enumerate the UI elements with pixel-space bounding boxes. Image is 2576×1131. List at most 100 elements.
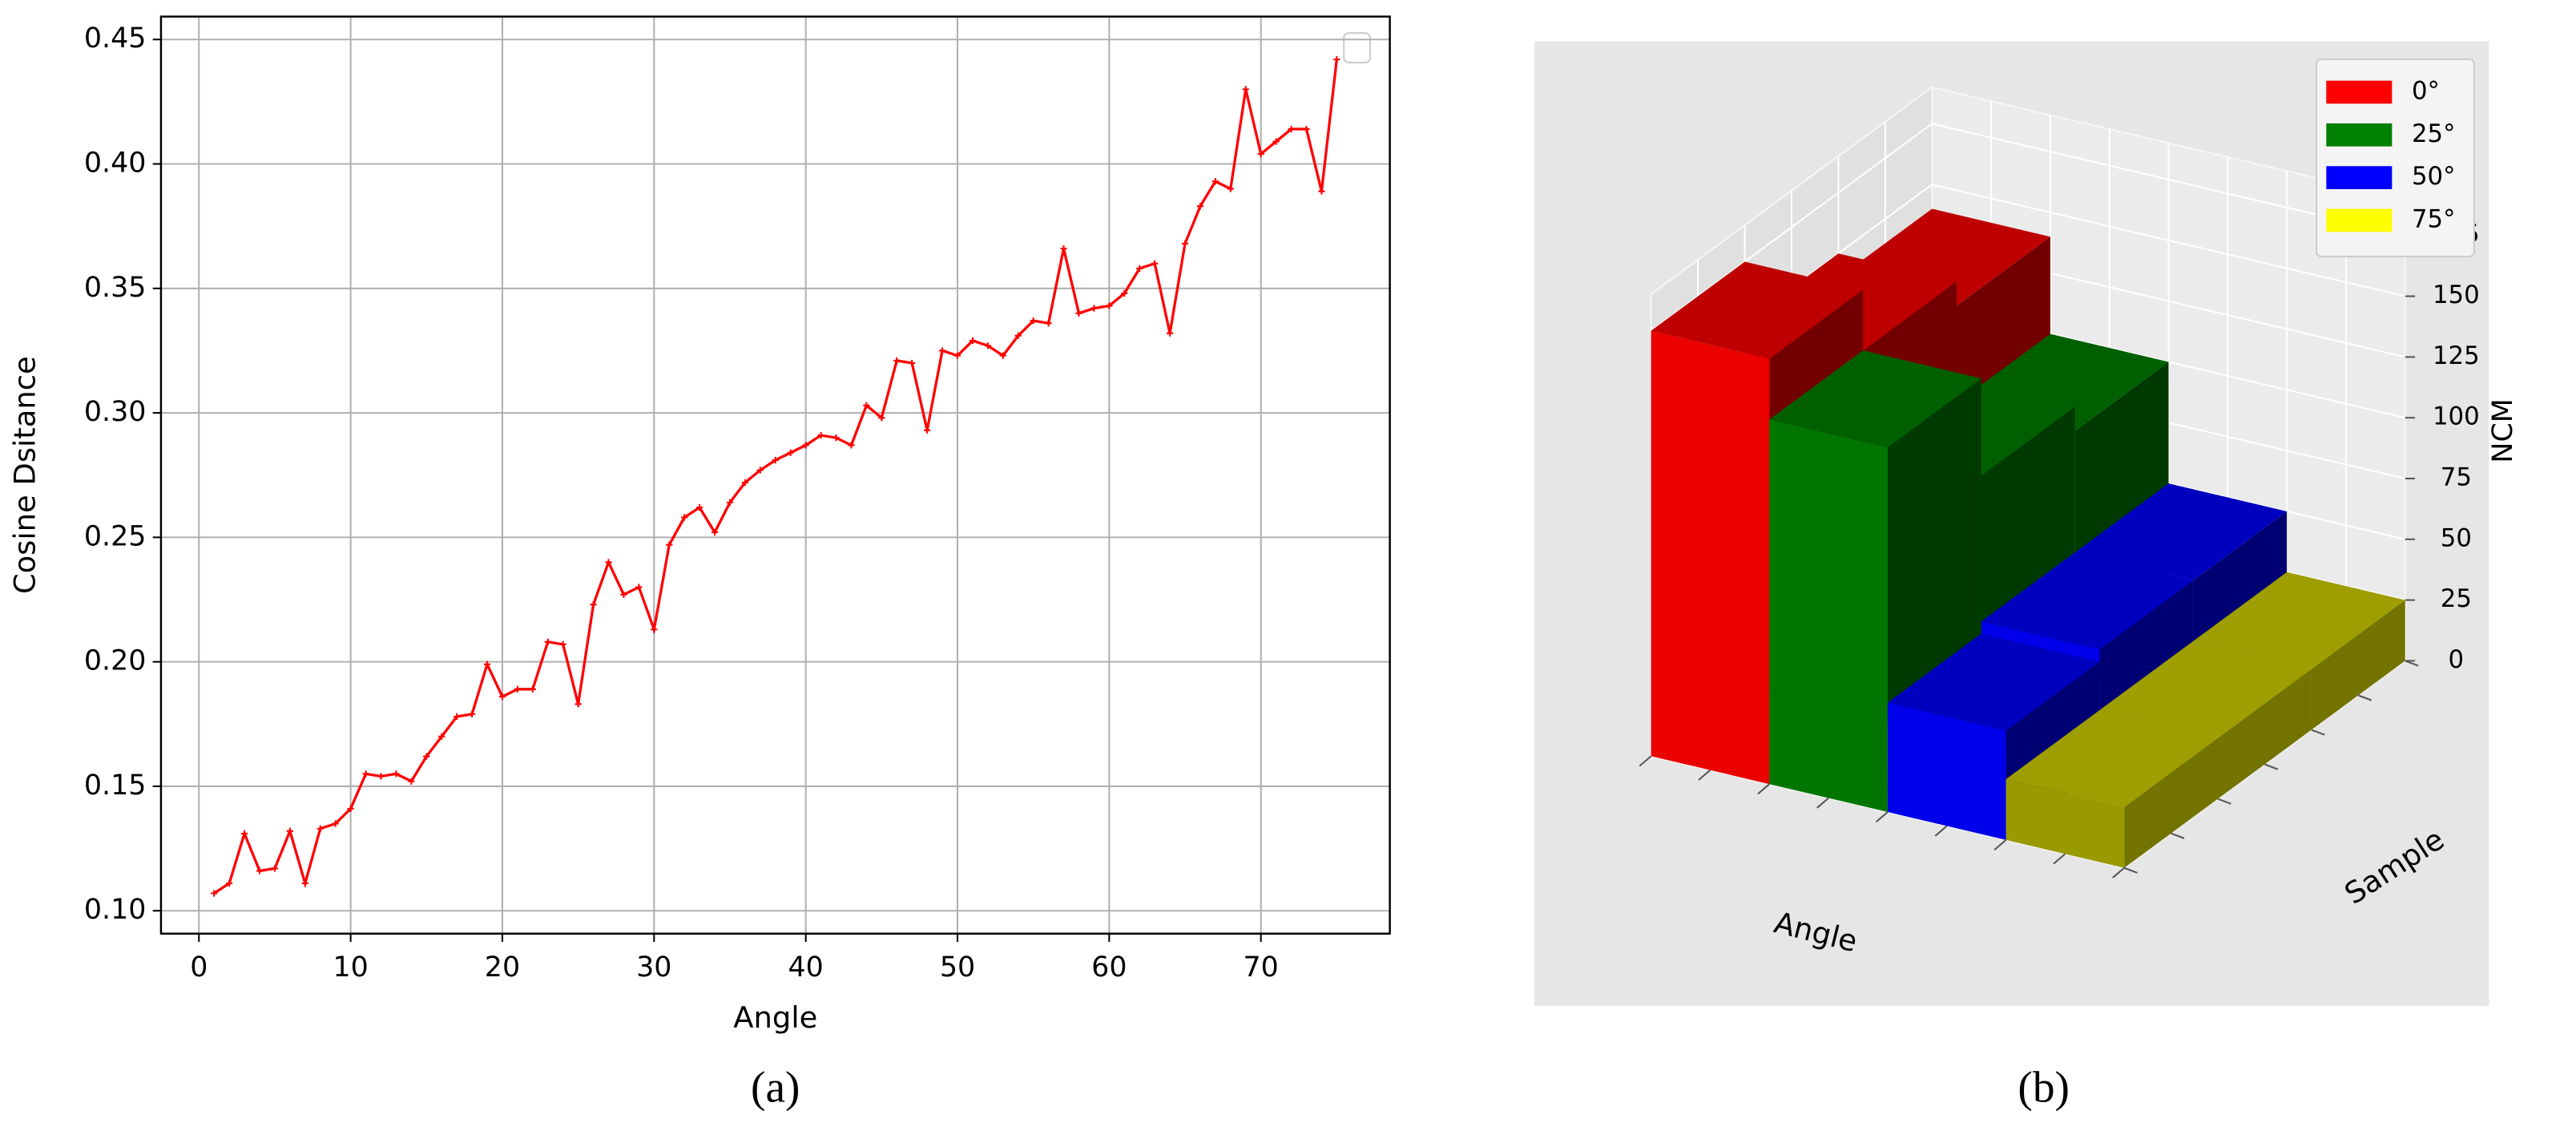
point-marker [1272, 138, 1280, 145]
y-axis-label: Cosine Dsitance [7, 356, 42, 594]
point-marker [1014, 332, 1022, 339]
point-marker [1211, 178, 1219, 185]
point-marker [953, 352, 961, 359]
caption: (a) [751, 1062, 800, 1111]
point-marker [635, 584, 643, 591]
bar-face-top [1887, 633, 2100, 731]
point-marker [498, 693, 506, 701]
z-axis-label: NCM [2487, 398, 2519, 462]
point-marker [1288, 125, 1295, 133]
point-marker [286, 827, 293, 834]
point-marker [483, 660, 491, 668]
x-axis-tick [1934, 825, 1948, 837]
plot-frame [159, 15, 1391, 935]
bar [1769, 350, 1981, 813]
point-marker [787, 449, 794, 456]
x-axis-tick [2053, 853, 2066, 865]
point-marker [878, 414, 885, 422]
y-tick-label: 0.45 [84, 22, 147, 55]
z-tick-label: 125 [2433, 341, 2480, 370]
point-marker [1227, 185, 1234, 192]
point-marker [938, 347, 946, 354]
bar-face-top [1769, 350, 1981, 448]
y-tick-label: 0.35 [84, 272, 147, 304]
x-tick-label: 70 [1244, 951, 1279, 984]
z-tick-label: 25 [2441, 584, 2472, 613]
z-tick-label: 0 [2449, 645, 2465, 674]
bar-face-top [2193, 572, 2405, 669]
point-marker [893, 357, 901, 364]
point-marker [1181, 240, 1189, 248]
point-marker [240, 830, 248, 838]
x-tick-label: 40 [788, 951, 823, 984]
legend-swatch [2326, 166, 2393, 189]
point-marker [756, 467, 764, 474]
y-tick-label: 0.30 [84, 396, 147, 428]
point-marker [408, 778, 415, 785]
x-tick-label: 0 [190, 951, 208, 984]
point-marker [696, 504, 703, 511]
point-marker [393, 770, 400, 778]
point-marker [832, 434, 840, 442]
legend-swatch [2326, 123, 2393, 147]
point-marker [620, 591, 627, 598]
point-marker [681, 514, 688, 521]
y-tick-label: 0.40 [84, 147, 147, 180]
z-tick-label: 75 [2441, 462, 2472, 491]
point-marker [711, 529, 719, 536]
point-marker [423, 753, 430, 760]
point-marker [438, 733, 445, 740]
x-tick-label: 60 [1091, 951, 1127, 984]
z-tick-label: 50 [2441, 523, 2472, 552]
point-marker [999, 352, 1006, 359]
point-marker [984, 342, 991, 349]
bar-face-top [2006, 709, 2219, 807]
point-marker [1106, 302, 1113, 309]
point-marker [529, 685, 536, 693]
x-axis-tick [1993, 839, 2007, 850]
legend-label: 50° [2412, 162, 2456, 191]
point-marker [1121, 289, 1128, 297]
z-tick-label: 100 [2433, 402, 2480, 431]
point-marker [666, 541, 673, 548]
bar-face-front [1651, 330, 1770, 785]
point-marker [362, 770, 369, 778]
legend-swatch [2326, 80, 2393, 104]
x-axis-tick [1698, 769, 1711, 781]
point-marker [316, 825, 324, 832]
point-marker [1166, 329, 1174, 337]
bar-face-right [2218, 669, 2312, 799]
point-marker [969, 337, 977, 345]
x-axis-tick [1875, 811, 1889, 823]
x-tick-label: 30 [636, 951, 671, 984]
x-tick-label: 10 [333, 951, 368, 984]
point-marker [909, 359, 916, 367]
bar-face-right [2311, 600, 2405, 730]
point-marker [377, 773, 385, 780]
point-marker [1136, 265, 1143, 273]
legend-label: 25° [2412, 119, 2456, 148]
bar-face-top [2099, 640, 2312, 738]
bar-face-front [2006, 779, 2125, 868]
x-tick-label: 20 [485, 951, 520, 984]
point-marker [544, 638, 551, 645]
point-marker [226, 879, 233, 887]
point-marker [802, 442, 809, 449]
point-marker [559, 640, 566, 648]
bar-face-front [1769, 419, 1888, 813]
point-marker [590, 601, 597, 608]
caption: (b) [2018, 1062, 2070, 1111]
point-marker [1090, 305, 1098, 312]
bar-face-right [2124, 737, 2219, 868]
y-tick-label: 0.15 [84, 769, 147, 802]
bar-face-top [1981, 552, 2194, 650]
x-axis-tick [2112, 866, 2125, 879]
y-axis-tick [2357, 694, 2372, 701]
point-marker [514, 685, 521, 693]
bar [2006, 709, 2219, 868]
point-marker [726, 499, 734, 506]
point-marker [1196, 203, 1204, 210]
point-marker [651, 626, 658, 633]
y-axis-tick [2311, 729, 2325, 736]
point-marker [1333, 55, 1340, 63]
